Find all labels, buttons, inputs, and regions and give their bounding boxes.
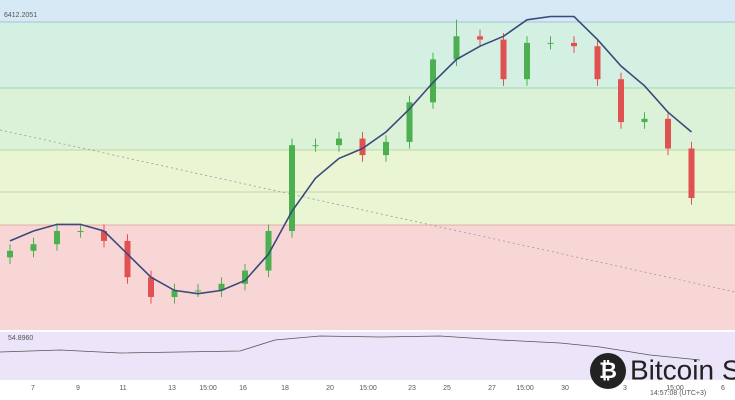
candle-body — [547, 42, 554, 44]
price-label: 6412.2051 — [4, 12, 37, 19]
band — [0, 22, 735, 88]
candle-body — [524, 42, 530, 80]
x-tick-label: 16 — [239, 385, 247, 392]
candle-body — [312, 145, 319, 147]
x-tick-label: 27 — [488, 385, 496, 392]
x-tick-label: 13 — [168, 385, 176, 392]
x-tick-label: 20 — [326, 385, 334, 392]
band — [0, 88, 735, 150]
x-tick-label: 11 — [119, 385, 126, 392]
moving-average — [9, 15, 693, 295]
candle-body — [571, 42, 577, 47]
candle-body — [406, 102, 413, 142]
candle-body — [336, 138, 342, 146]
x-tick-label: 18 — [281, 385, 289, 392]
x-tick-label: 9 — [76, 385, 80, 392]
x-tick-label: 23 — [408, 385, 416, 392]
band — [0, 0, 735, 22]
candle-body — [218, 283, 225, 291]
indicator-label: 54.8960 — [8, 335, 33, 342]
candle-body — [477, 36, 483, 40]
watermark: Bitcoin Si — [630, 354, 735, 385]
candle-body — [453, 36, 460, 60]
trend-line — [0, 129, 735, 293]
x-tick-label: 15:00 — [199, 385, 217, 392]
candle-body — [641, 118, 648, 123]
candle-body — [665, 118, 671, 149]
x-tick-label: 15:00 — [359, 385, 377, 392]
indicator-line — [0, 335, 701, 361]
x-tick-label: 25 — [443, 385, 451, 392]
candle-body — [430, 59, 436, 103]
candle-body — [289, 145, 295, 231]
x-tick-label: 3 — [623, 385, 627, 392]
candle-body — [500, 39, 507, 80]
x-tick-label: 15:00 — [666, 385, 684, 392]
watermark-symbol: ₿ — [599, 358, 617, 383]
candle-body — [359, 138, 366, 156]
candle-body — [54, 231, 60, 245]
candle-body — [594, 46, 601, 80]
candle-body — [242, 270, 248, 284]
band-lines — [0, 21, 735, 226]
candle-body — [7, 250, 13, 258]
candle-body — [124, 240, 131, 278]
x-tick-label: 30 — [561, 385, 569, 392]
candle-body — [77, 231, 84, 232]
time-label: 14:57:08 (UTC+3) — [650, 390, 706, 397]
candle-body — [148, 277, 154, 297]
candle-body — [101, 231, 107, 241]
band — [0, 150, 735, 225]
candle-body — [618, 79, 624, 123]
candle-body — [383, 141, 389, 156]
watermark-icon — [590, 353, 626, 389]
candle-body — [195, 290, 201, 292]
x-tick-label: 15:00 — [516, 385, 534, 392]
x-tick-label: 6 — [721, 385, 725, 392]
candle-body — [688, 148, 695, 198]
x-tick-label: 7 — [31, 385, 35, 392]
candle-body — [265, 231, 272, 271]
band — [0, 225, 735, 330]
candle-body — [171, 290, 178, 297]
candle-body — [30, 244, 37, 251]
